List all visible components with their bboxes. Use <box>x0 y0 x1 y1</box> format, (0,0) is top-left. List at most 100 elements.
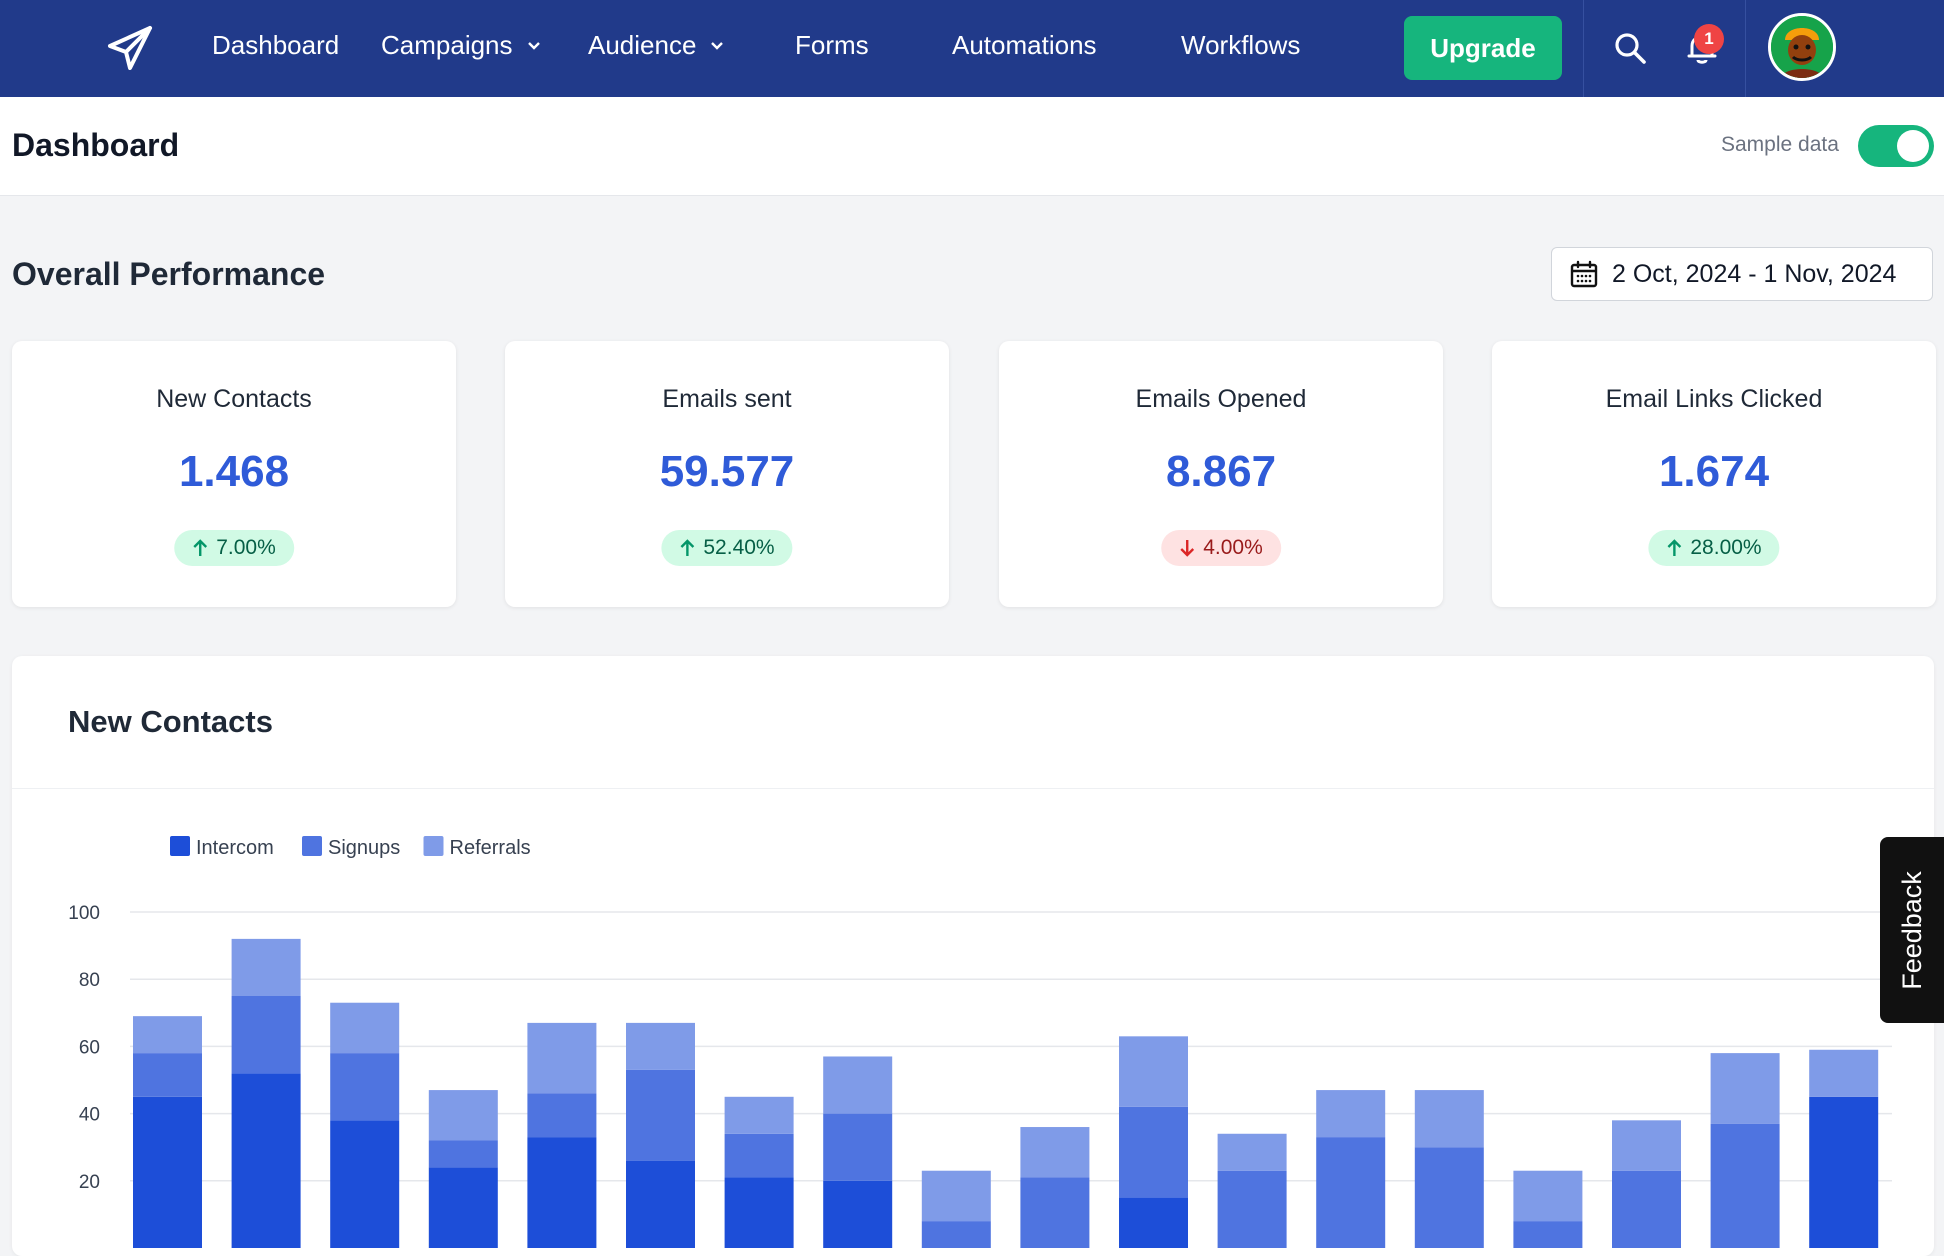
bar-segment <box>231 938 301 996</box>
nav-dashboard[interactable]: Dashboard <box>212 30 339 61</box>
page-header: Dashboard Sample data <box>0 97 1944 196</box>
stat-change-value: 52.40% <box>703 536 775 559</box>
stat-card-value: 1.468 <box>178 447 290 496</box>
chevron-down-icon <box>711 41 724 50</box>
bar-segment <box>330 1002 400 1054</box>
bar-segment <box>1217 1170 1287 1248</box>
bar-segment <box>1809 1096 1879 1248</box>
stat-card-value: 1.674 <box>1658 447 1770 496</box>
date-range-picker[interactable]: 2 Oct, 2024 - 1 Nov, 2024 <box>1551 247 1933 301</box>
new-contacts-bar-chart: 20 40 60 80 100 Intercom Signups Referrals <box>68 836 1892 1248</box>
stat-change-value: 7.00% <box>216 536 276 559</box>
feedback-label: Feedback <box>1896 870 1927 990</box>
notification-badge: 1 <box>1694 24 1724 54</box>
date-range-text: 2 Oct, 2024 - 1 Nov, 2024 <box>1612 259 1897 288</box>
user-avatar-icon <box>1771 16 1833 78</box>
legend-swatch <box>170 836 190 856</box>
nav-workflows[interactable]: Workflows <box>1181 30 1300 61</box>
calendar-icon <box>1570 260 1598 288</box>
bar-segment <box>823 1056 893 1114</box>
bar-segment <box>1020 1177 1090 1248</box>
stat-change-value: 28.00% <box>1690 536 1762 559</box>
bar-segment <box>428 1140 498 1168</box>
stat-change-badge: 7.00% <box>174 530 294 566</box>
bar-segment <box>527 1137 597 1248</box>
stat-card-emails-sent: Emails sent 59.577 52.40% <box>505 341 949 607</box>
y-tick-label: 20 <box>79 1172 100 1193</box>
upgrade-button[interactable]: Upgrade <box>1404 16 1562 80</box>
bar-segment <box>1809 1049 1879 1097</box>
overall-performance-title: Overall Performance <box>12 256 326 292</box>
top-navbar: Dashboard Campaigns Audience Forms Autom… <box>0 0 1944 97</box>
bar-segment <box>1612 1120 1681 1171</box>
toggle-knob <box>1897 130 1929 162</box>
chart-title: New Contacts <box>68 704 273 739</box>
bar-segment <box>1119 1197 1188 1248</box>
nav-divider <box>1745 0 1746 97</box>
sample-data-toggle[interactable] <box>1858 125 1934 167</box>
bar-segment <box>1710 1123 1780 1248</box>
bar-segment <box>724 1133 794 1178</box>
bar-segment <box>1316 1090 1386 1138</box>
legend-label: Referrals <box>450 837 531 859</box>
stat-change-value: 4.00% <box>1203 536 1263 559</box>
bar-segment <box>626 1022 695 1070</box>
bar-segment <box>1217 1133 1287 1171</box>
chevron-down-icon <box>527 41 540 50</box>
bar-segment <box>1513 1221 1583 1248</box>
y-tick-label: 100 <box>68 903 100 924</box>
stat-change-badge: 28.00% <box>1648 530 1780 566</box>
bar-segment <box>921 1221 991 1248</box>
search-icon[interactable] <box>1612 30 1648 66</box>
stat-card-label: Emails sent <box>662 385 792 413</box>
nav-campaigns-label: Campaigns <box>381 30 513 60</box>
bar-segment <box>330 1053 400 1121</box>
bar-segment <box>1119 1106 1188 1198</box>
paper-plane-logo-icon[interactable] <box>104 22 158 76</box>
stat-change-badge: 52.40% <box>661 530 793 566</box>
bar-segment <box>527 1093 597 1138</box>
bar-segment <box>823 1180 893 1248</box>
arrow-up-icon <box>680 539 695 556</box>
nav-automations[interactable]: Automations <box>952 30 1097 61</box>
stat-card-emails-opened: Emails Opened 8.867 4.00% <box>999 341 1443 607</box>
stat-card-value: 8.867 <box>1165 447 1277 496</box>
page-title: Dashboard <box>12 127 180 163</box>
nav-forms[interactable]: Forms <box>795 30 869 61</box>
sample-data-label: Sample data <box>1721 133 1839 156</box>
stat-card-new-contacts: New Contacts 1.468 7.00% <box>12 341 456 607</box>
bar-segment <box>428 1167 498 1248</box>
bar-segment <box>1020 1127 1090 1178</box>
stat-card-value: 59.577 <box>659 447 795 496</box>
nav-workflows-label: Workflows <box>1181 30 1301 60</box>
y-tick-label: 80 <box>79 970 100 991</box>
nav-campaigns[interactable]: Campaigns <box>381 30 541 61</box>
bar-segment <box>428 1090 498 1141</box>
bar-segment <box>1119 1036 1188 1107</box>
bar-segment <box>231 996 301 1074</box>
bar-segment <box>626 1069 695 1161</box>
bar-segment <box>1414 1147 1484 1248</box>
bar-segment <box>626 1160 695 1248</box>
legend-swatch <box>302 836 322 856</box>
avatar[interactable] <box>1768 13 1836 81</box>
legend-label: Signups <box>328 837 400 859</box>
bar-segment <box>724 1096 794 1134</box>
nav-audience[interactable]: Audience <box>588 30 724 61</box>
stat-card-label: Email Links Clicked <box>1605 385 1823 413</box>
stat-card-email-links-clicked: Email Links Clicked 1.674 28.00% <box>1492 341 1936 607</box>
bar-segment <box>1316 1137 1386 1248</box>
nav-divider <box>1583 0 1584 97</box>
feedback-tab[interactable]: Feedback <box>1880 837 1944 1023</box>
bar-segment <box>724 1177 794 1248</box>
stat-card-label: Emails Opened <box>1135 385 1307 413</box>
bar-segment <box>231 1073 301 1248</box>
bar-segment <box>133 1096 202 1248</box>
bar-segment <box>1513 1170 1583 1222</box>
nav-dashboard-label: Dashboard <box>212 30 340 60</box>
bar-segment <box>527 1022 597 1094</box>
nav-audience-label: Audience <box>588 30 697 60</box>
bar-segment <box>330 1120 400 1248</box>
stat-card-label: New Contacts <box>156 385 312 413</box>
new-contacts-chart-card: New Contacts 20 40 60 80 100 Intercom Signups R… <box>12 656 1934 1256</box>
